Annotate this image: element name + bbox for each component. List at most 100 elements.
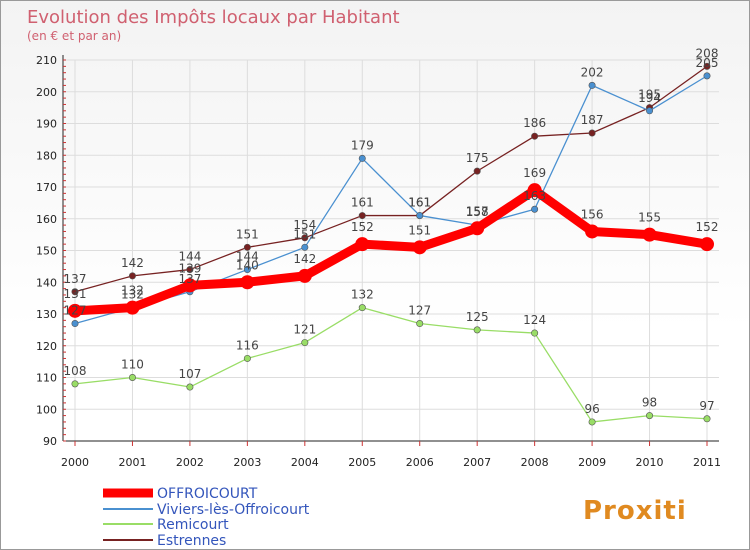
data-label: 97	[699, 399, 714, 413]
data-point	[588, 129, 596, 137]
data-point	[527, 183, 542, 198]
data-label: 157	[466, 204, 489, 218]
data-point	[703, 415, 711, 423]
series-line-1	[74, 75, 708, 325]
y-tick-label: 190	[36, 118, 57, 131]
data-label: 96	[584, 402, 599, 416]
chart-title: Evolution des Impôts locaux par Habitant	[27, 7, 400, 28]
legend-label: OFFROICOURT	[157, 486, 258, 502]
data-label: 127	[64, 304, 87, 318]
data-label: 144	[236, 250, 259, 264]
data-label: 139	[178, 261, 201, 275]
y-tick-label: 170	[36, 181, 57, 194]
data-label: 152	[351, 220, 374, 234]
data-point	[243, 266, 251, 274]
data-point	[186, 383, 194, 391]
data-label: 163	[523, 189, 546, 203]
data-point	[355, 237, 370, 252]
data-label: 179	[351, 138, 374, 152]
data-point	[588, 418, 596, 426]
legend-label: Estrennes	[157, 533, 226, 549]
data-label: 195	[638, 88, 661, 102]
data-point	[412, 240, 427, 255]
proxiti-watermark: Proxiti	[583, 496, 687, 526]
legend: OFFROICOURTViviers-lès-OffroicourtRemico…	[103, 486, 310, 549]
data-label: 137	[64, 272, 87, 286]
data-label: 108	[64, 364, 87, 378]
chart-subtitle: (en € et par an)	[27, 29, 121, 43]
data-label: 202	[581, 65, 604, 79]
y-tick-label: 160	[36, 213, 57, 226]
x-tick-label: 2008	[521, 456, 549, 469]
data-point	[71, 288, 79, 296]
x-tick-label: 2006	[406, 456, 434, 469]
data-point	[301, 339, 309, 347]
data-label: 116	[236, 338, 259, 352]
data-label: 205	[696, 56, 719, 70]
x-tick-label: 2009	[578, 456, 606, 469]
data-label: 161	[408, 196, 431, 210]
data-point	[182, 278, 197, 293]
data-label: 144	[178, 250, 201, 264]
data-label: 98	[642, 396, 657, 410]
data-point	[358, 212, 366, 220]
data-label: 151	[408, 223, 431, 237]
data-point	[473, 326, 481, 334]
data-point	[68, 303, 82, 318]
data-point	[128, 373, 136, 381]
y-tick-label: 130	[36, 308, 57, 321]
data-point	[473, 167, 481, 175]
y-tick-label: 140	[36, 276, 57, 289]
series-lines	[68, 62, 714, 426]
data-label: 158	[466, 205, 489, 219]
data-point	[703, 72, 711, 80]
data-point	[125, 300, 140, 315]
data-point	[470, 221, 485, 236]
legend-label: Remicourt	[157, 517, 229, 533]
data-label: 186	[523, 116, 546, 130]
x-tick-label: 2000	[61, 456, 89, 469]
data-point	[585, 224, 600, 239]
data-point	[301, 234, 309, 242]
legend-label: Viviers-lès-Offroicourt	[157, 502, 310, 518]
data-label: 124	[523, 313, 546, 327]
data-label: 194	[638, 91, 661, 105]
series-line-0	[70, 185, 712, 316]
data-label: 121	[293, 323, 316, 337]
x-tick-label: 2011	[693, 456, 721, 469]
data-label: 152	[696, 220, 719, 234]
data-point	[703, 62, 711, 70]
data-point	[71, 380, 79, 388]
y-tick-label: 90	[43, 435, 57, 448]
data-label: 169	[523, 166, 546, 180]
y-tick-label: 150	[36, 245, 57, 258]
data-label: 142	[293, 252, 316, 266]
x-tick-label: 2005	[348, 456, 376, 469]
axes: 90 100 110 120 130 140 150 160 170 180 190 200 210 20…	[36, 54, 721, 469]
data-point	[646, 107, 654, 115]
x-tick-label: 2003	[233, 456, 261, 469]
data-label: 154	[293, 218, 316, 232]
data-label: 151	[293, 227, 316, 241]
data-label: 208	[696, 46, 719, 60]
data-label: 131	[64, 287, 87, 301]
data-point	[531, 329, 539, 337]
y-tick-label: 110	[36, 372, 57, 385]
data-point	[588, 81, 596, 89]
x-tick-label: 2004	[291, 456, 319, 469]
y-tick-label: 200	[36, 86, 57, 99]
y-tick-label: 120	[36, 340, 57, 353]
data-label: 187	[581, 113, 604, 127]
data-label: 127	[408, 304, 431, 318]
grid	[63, 59, 719, 442]
data-point	[186, 266, 194, 274]
data-label: 175	[466, 151, 489, 165]
x-tick-label: 2010	[636, 456, 664, 469]
data-label: 151	[236, 227, 259, 241]
data-point	[358, 154, 366, 162]
x-tick-label: 2001	[118, 456, 146, 469]
data-point	[297, 268, 312, 283]
